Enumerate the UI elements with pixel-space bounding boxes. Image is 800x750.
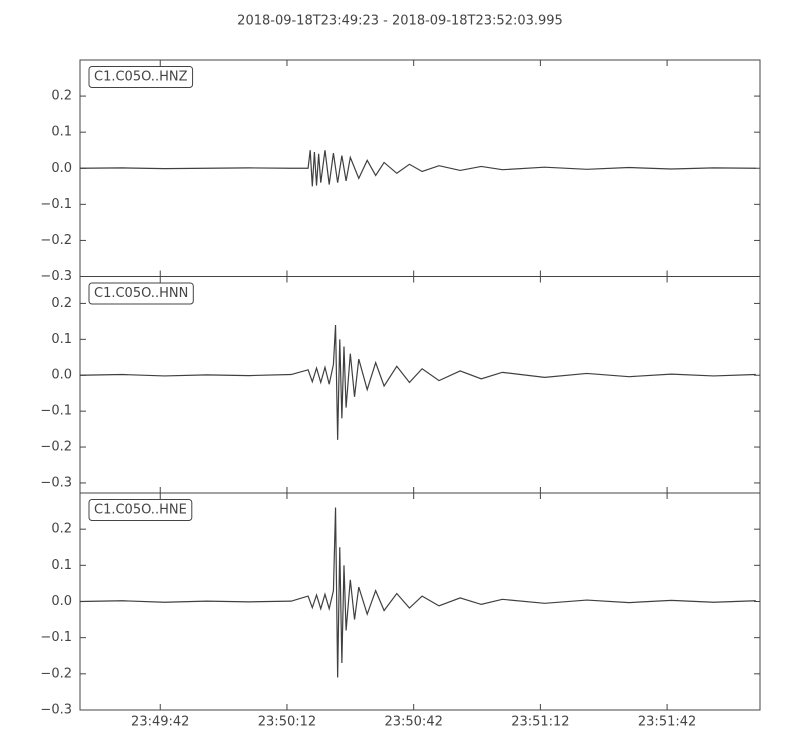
x-tick-label: 23:50:42 [384, 715, 442, 730]
trace-label-box [88, 66, 194, 88]
y-tick-label: 0.1 [51, 332, 72, 347]
y-tick-label: −0.1 [40, 197, 72, 212]
y-tick-label: −0.1 [40, 404, 72, 419]
y-tick-label: 0.2 [51, 89, 72, 104]
y-tick-label: −0.2 [40, 666, 72, 681]
y-tick-label: 0.1 [51, 558, 72, 573]
x-tick-label: 23:51:42 [638, 715, 696, 730]
y-tick-label: −0.2 [40, 233, 72, 248]
y-tick-label: 0.0 [51, 594, 72, 609]
trace-label-box [88, 499, 193, 521]
trace-label: C1.C05O..HNZ [94, 70, 188, 85]
y-tick-label: −0.1 [40, 630, 72, 645]
trace-label: C1.C05O..HNE [94, 503, 187, 518]
y-tick-label: 0.0 [51, 161, 72, 176]
waveform [79, 150, 756, 187]
y-tick-label: −0.2 [40, 440, 72, 455]
y-tick-label: −0.3 [40, 475, 72, 490]
y-tick-label: 0.1 [51, 125, 72, 140]
trace-label-box [88, 282, 194, 305]
x-tick-label: 23:50:12 [258, 715, 316, 730]
waveform [79, 507, 756, 678]
trace-label: C1.C05O..HNN [94, 286, 188, 301]
waveform [79, 324, 756, 440]
x-tick-label: 23:51:12 [511, 715, 569, 730]
y-tick-label: −0.3 [40, 703, 72, 718]
y-tick-label: 0.2 [51, 296, 72, 311]
y-tick-label: 0.2 [51, 522, 72, 537]
x-tick-label: 23:49:42 [131, 715, 189, 730]
panel-frame [79, 276, 761, 494]
chart-title: 2018-09-18T23:49:23 - 2018-09-18T23:52:0… [237, 14, 563, 29]
y-tick-label: 0.0 [51, 368, 72, 383]
y-tick-label: −0.3 [40, 269, 72, 284]
